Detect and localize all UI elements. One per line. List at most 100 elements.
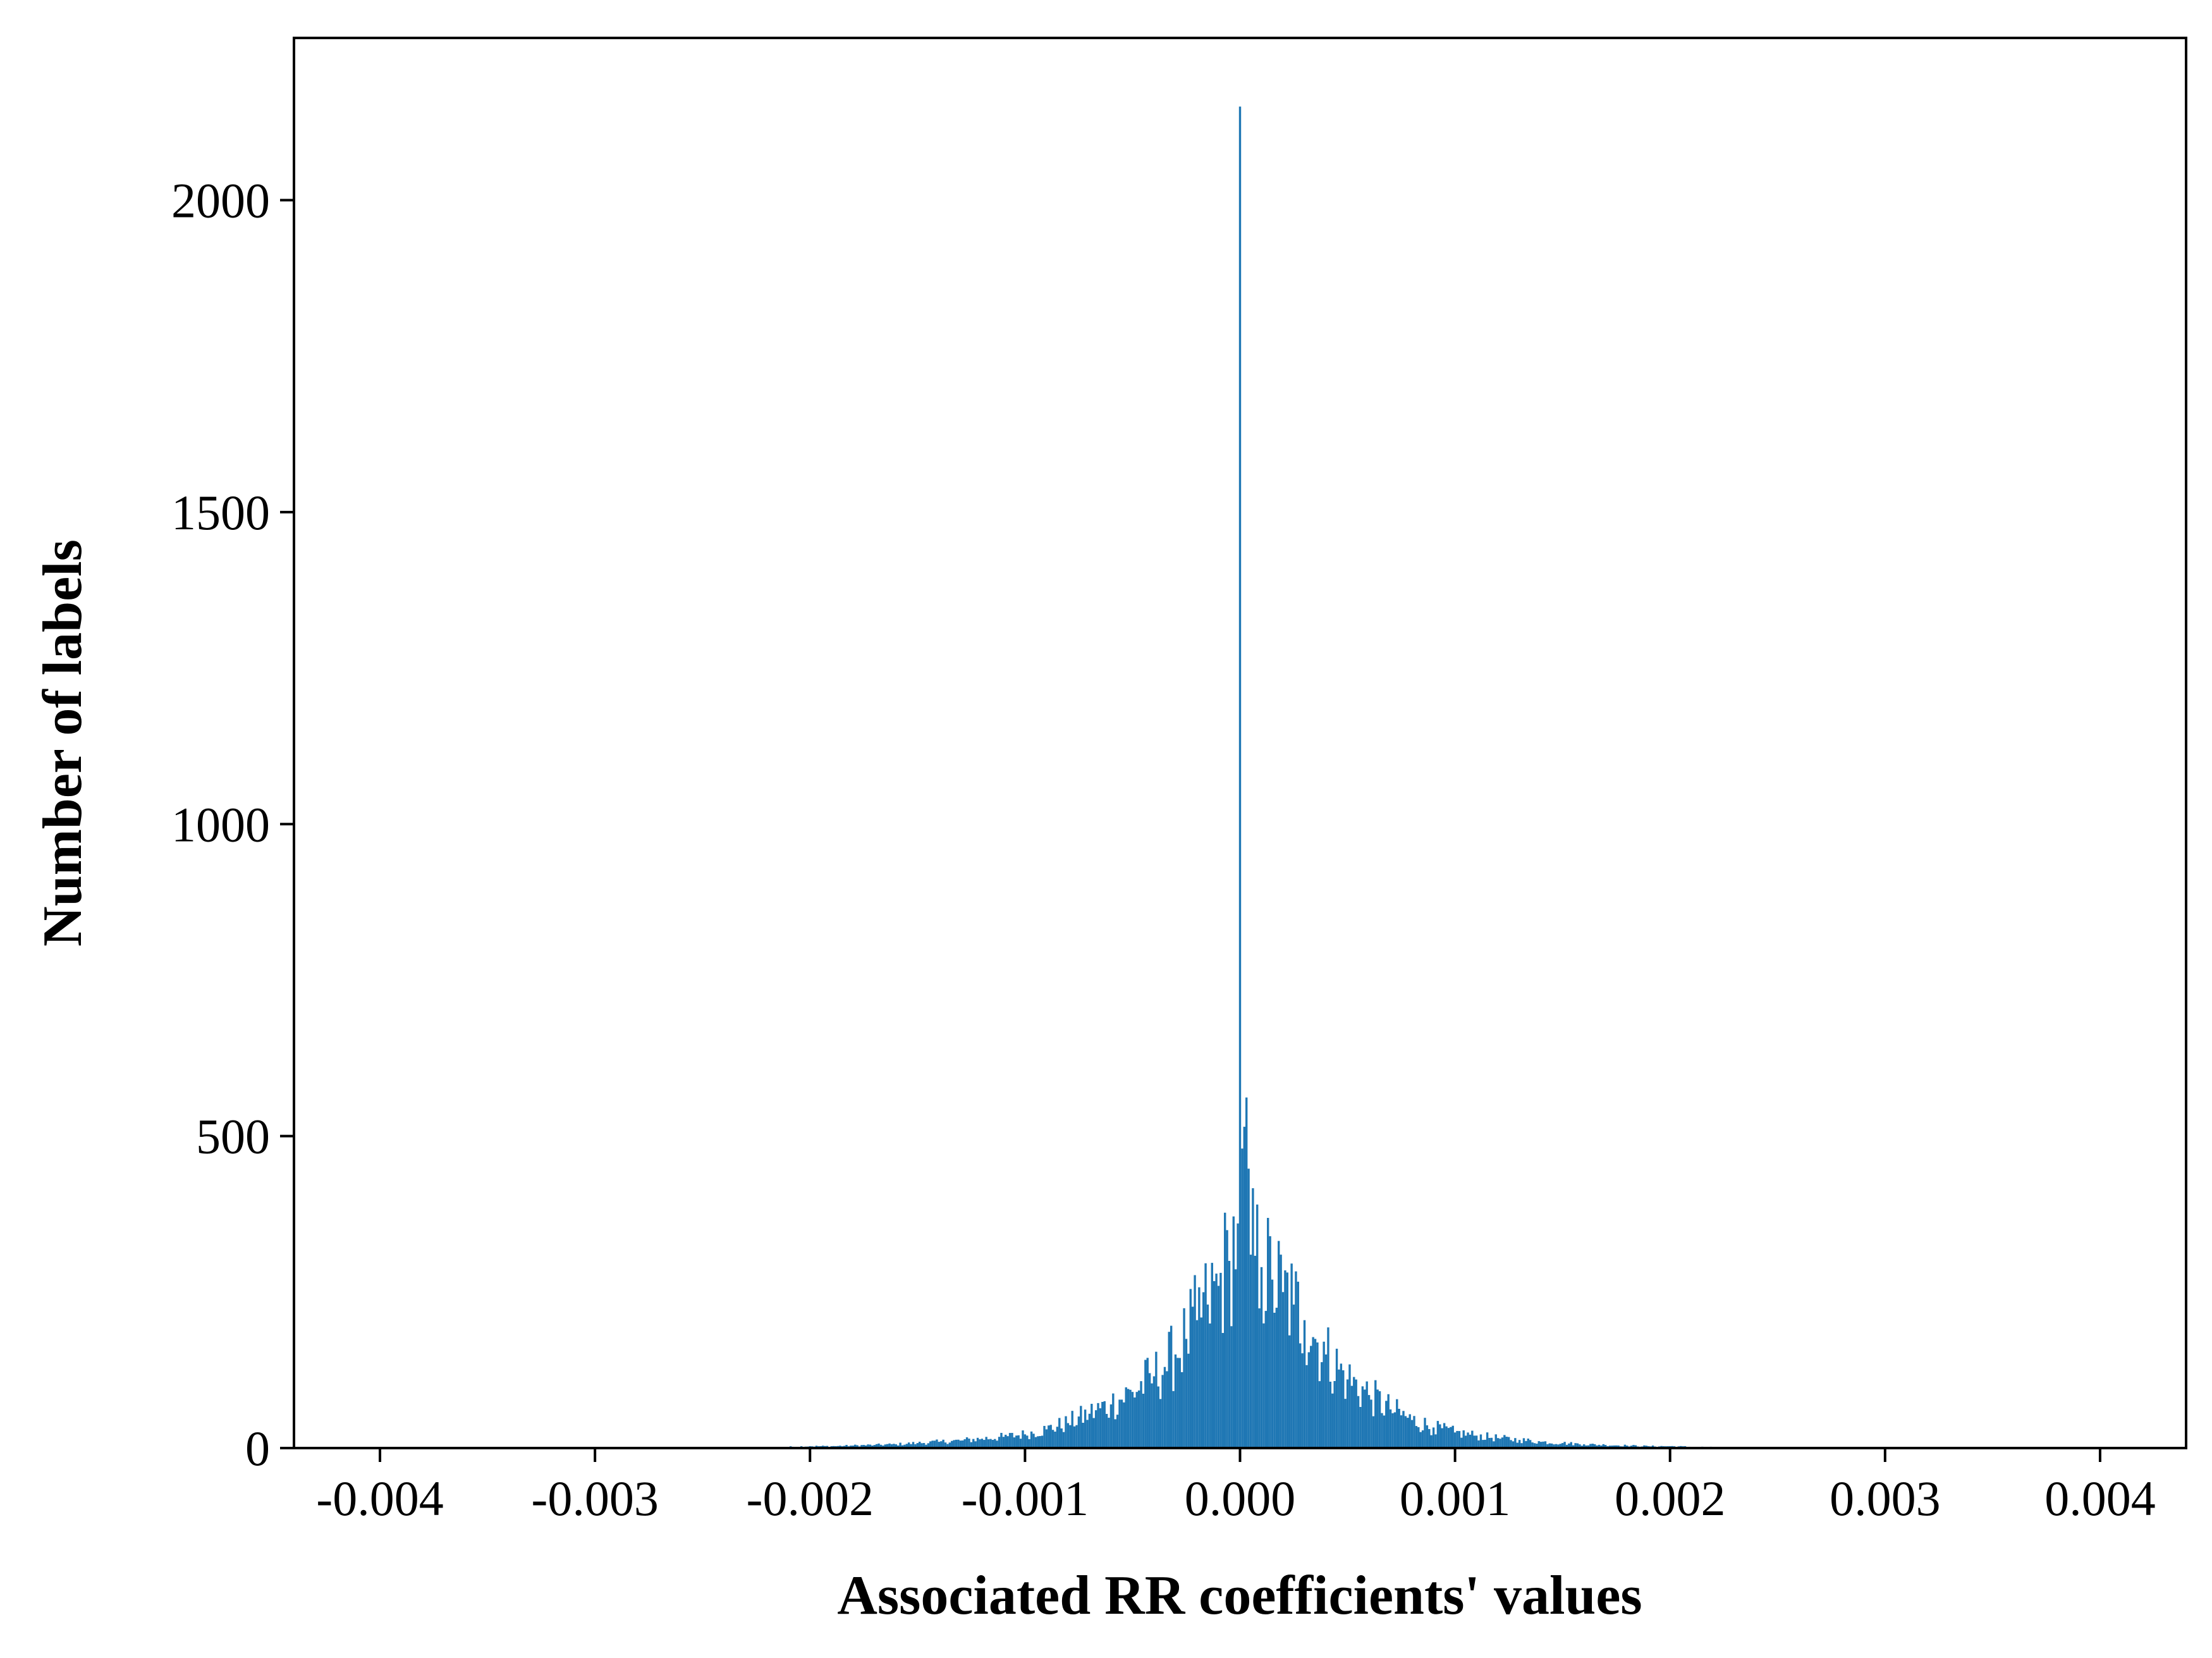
histogram-bar (1135, 1392, 1138, 1448)
histogram-bar (1243, 1126, 1245, 1448)
histogram-bar (1310, 1346, 1312, 1448)
histogram-bar (1589, 1444, 1592, 1448)
histogram-bar (890, 1444, 893, 1448)
histogram-bar (1288, 1335, 1291, 1448)
histogram-bar (1473, 1435, 1476, 1448)
histogram-bar (1275, 1308, 1278, 1448)
histogram-bar (1146, 1358, 1149, 1448)
histogram-bar (845, 1445, 848, 1448)
histogram-bar (1062, 1432, 1065, 1448)
histogram-bar (1514, 1438, 1517, 1448)
histogram-bar (1518, 1440, 1521, 1448)
histogram-bar (1479, 1434, 1482, 1448)
histogram-bar (1321, 1362, 1323, 1448)
histogram-bar (1137, 1390, 1140, 1448)
histogram-bar (1086, 1420, 1089, 1448)
histogram-bar (877, 1443, 880, 1448)
histogram-bar (1529, 1440, 1532, 1448)
histogram-bar (1477, 1440, 1480, 1448)
histogram-bar (1450, 1427, 1452, 1448)
histogram-bar (1303, 1320, 1306, 1448)
histogram-bar (1312, 1337, 1314, 1448)
histogram-bar (1456, 1430, 1458, 1448)
x-tick-label: -0.002 (747, 1471, 874, 1526)
histogram-bar (1030, 1431, 1033, 1448)
histogram-bar (1424, 1418, 1426, 1448)
histogram-bar (867, 1444, 869, 1448)
histogram-bar (1393, 1412, 1396, 1448)
histogram-bar (1049, 1425, 1052, 1448)
histogram-bar (1011, 1433, 1013, 1448)
histogram-bar (1114, 1419, 1116, 1448)
histogram-bar (1131, 1392, 1134, 1448)
histogram-bar (955, 1439, 958, 1448)
histogram-bar (1148, 1373, 1151, 1448)
histogram-bar (983, 1440, 986, 1448)
histogram-bar (1536, 1444, 1538, 1448)
histogram-bar (1353, 1377, 1355, 1448)
histogram-bar (1501, 1437, 1504, 1448)
histogram-bar (1344, 1399, 1347, 1448)
histogram-bar (1215, 1274, 1218, 1448)
histogram-bar (1105, 1413, 1108, 1448)
histogram-bar (882, 1445, 884, 1448)
y-tick-label: 0 (245, 1421, 270, 1476)
histogram-bar (860, 1445, 863, 1448)
histogram-bar (1460, 1437, 1463, 1448)
x-tick-label: 0.001 (1400, 1471, 1511, 1526)
histogram-bar (1391, 1413, 1394, 1448)
histogram-bar (1206, 1305, 1209, 1448)
histogram-bar (1430, 1435, 1433, 1448)
histogram-bar (1533, 1443, 1536, 1448)
histogram-bar (963, 1439, 966, 1448)
histogram-bar (1496, 1438, 1500, 1448)
histogram-bar (1109, 1404, 1113, 1448)
histogram-bar (1075, 1425, 1078, 1448)
histogram-bar (1467, 1432, 1469, 1448)
histogram-bar (1400, 1415, 1403, 1448)
histogram-bar (1006, 1436, 1009, 1448)
histogram-bar (1507, 1437, 1510, 1448)
histogram-bar (1000, 1432, 1003, 1448)
histogram-bars (658, 106, 1822, 1448)
histogram-bar (1331, 1393, 1334, 1448)
histogram-bar (1542, 1441, 1544, 1448)
histogram-bar (1615, 1445, 1618, 1448)
histogram-bar (1191, 1306, 1194, 1448)
histogram-bar (1280, 1255, 1282, 1448)
histogram-bar (876, 1444, 878, 1448)
histogram-bar (1482, 1440, 1484, 1448)
histogram-bar (1039, 1436, 1041, 1448)
histogram-bar (1572, 1445, 1575, 1448)
histogram-bar (1269, 1236, 1271, 1448)
y-tick-label: 1000 (171, 797, 270, 852)
histogram-bar (1252, 1188, 1254, 1448)
histogram-bar (1550, 1443, 1553, 1448)
histogram-bar (1366, 1381, 1368, 1448)
histogram-bar (970, 1442, 973, 1448)
histogram-bar (1254, 1255, 1257, 1448)
histogram-bar (1350, 1385, 1353, 1448)
histogram-bar (953, 1440, 955, 1448)
histogram-bar (1359, 1406, 1362, 1448)
histogram-bar (1651, 1445, 1654, 1448)
histogram-bar (1441, 1428, 1443, 1448)
histogram-bar (854, 1444, 857, 1448)
histogram-bar (1568, 1443, 1570, 1448)
histogram-bar (1290, 1263, 1293, 1448)
x-axis-title: Associated RR coefficients' values (837, 1565, 1642, 1626)
histogram-bar (1183, 1308, 1185, 1448)
histogram-bar (1060, 1428, 1063, 1448)
histogram-bar (1172, 1391, 1175, 1448)
histogram-bar (1632, 1445, 1635, 1448)
histogram-bar (1247, 1169, 1250, 1448)
histogram-bar (948, 1442, 951, 1448)
histogram-bar (1127, 1389, 1130, 1448)
histogram-bar (1262, 1323, 1265, 1448)
histogram-bar (1340, 1363, 1343, 1448)
histogram-bar (1548, 1443, 1551, 1448)
histogram-bar (1228, 1260, 1231, 1448)
histogram-bar (1503, 1435, 1506, 1448)
histogram-bar (1123, 1402, 1125, 1448)
histogram-bar (1512, 1441, 1515, 1448)
